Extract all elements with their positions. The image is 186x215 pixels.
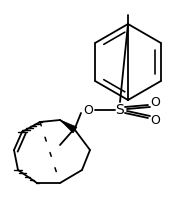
Text: O: O — [150, 97, 160, 109]
Polygon shape — [60, 120, 77, 133]
Text: S: S — [116, 103, 124, 117]
Text: O: O — [83, 103, 93, 117]
Text: O: O — [150, 114, 160, 126]
